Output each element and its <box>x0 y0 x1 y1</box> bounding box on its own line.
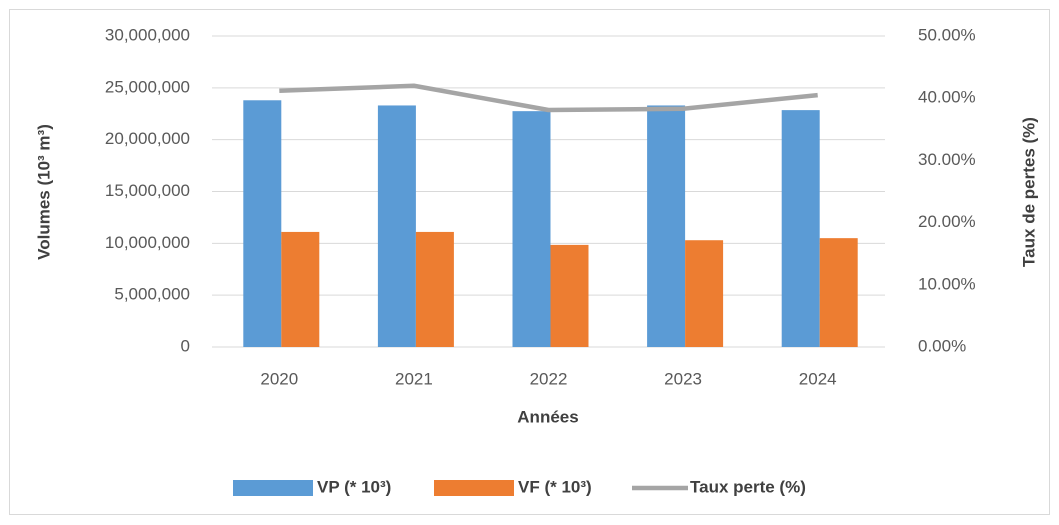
y-tick-label: 0 <box>181 336 190 355</box>
bar <box>415 231 454 347</box>
bar <box>512 111 551 348</box>
x-tick-label: 2020 <box>260 369 298 388</box>
bar <box>781 110 820 347</box>
bar <box>819 238 858 347</box>
legend-label: VF (* 10³) <box>518 477 592 496</box>
y-tick-label: 5,000,000 <box>114 285 190 304</box>
y2-tick-label: 0.00% <box>918 336 966 355</box>
y-tick-label: 10,000,000 <box>105 233 190 252</box>
bar <box>550 244 589 347</box>
y-tick-label: 20,000,000 <box>105 129 190 148</box>
y-tick-label: 15,000,000 <box>105 181 190 200</box>
legend-label: VP (* 10³) <box>317 477 391 496</box>
x-tick-label: 2021 <box>395 369 433 388</box>
y-axis-title: Volumes (10³ m³) <box>34 124 53 260</box>
x-tick-label: 2023 <box>664 369 702 388</box>
y-tick-label: 30,000,000 <box>105 25 190 44</box>
y2-tick-label: 50.00% <box>918 25 976 44</box>
x-axis-title: Années <box>517 407 578 426</box>
y2-tick-label: 20.00% <box>918 212 976 231</box>
y-tick-label: 25,000,000 <box>105 77 190 96</box>
bar <box>685 240 724 347</box>
y2-tick-label: 10.00% <box>918 274 976 293</box>
legend-swatch <box>233 480 313 496</box>
y2-tick-label: 40.00% <box>918 88 976 107</box>
x-tick-label: 2022 <box>530 369 568 388</box>
x-tick-label: 2024 <box>799 369 837 388</box>
legend-swatch <box>434 480 514 496</box>
legend-label: Taux perte (%) <box>690 477 806 496</box>
bar <box>377 105 416 347</box>
y2-axis-title: Taux de pertes (%) <box>1019 117 1038 267</box>
y2-tick-label: 30.00% <box>918 150 976 169</box>
bar <box>281 231 320 347</box>
line-series <box>279 83 818 113</box>
bar <box>243 100 282 347</box>
bar <box>647 105 686 347</box>
